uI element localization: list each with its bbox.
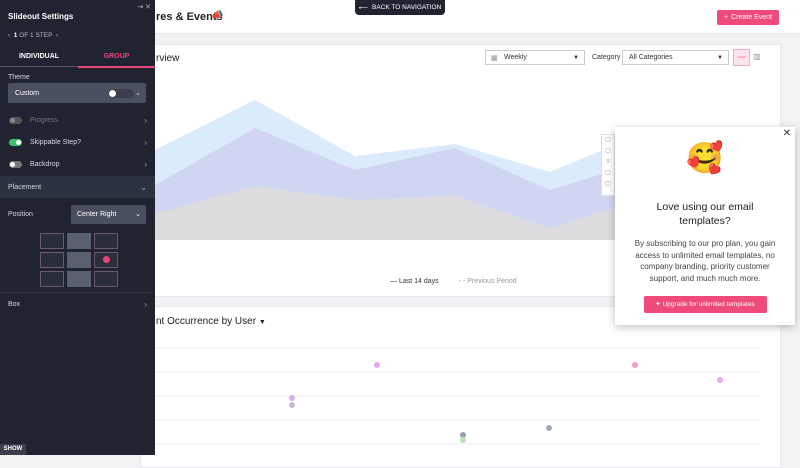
category-value: All Categories bbox=[629, 54, 673, 61]
area-front bbox=[155, 186, 615, 240]
slideout-popup: ✕ 🥰 Love using our email templates? By s… bbox=[615, 127, 795, 325]
toggle-label: Backdrop bbox=[30, 160, 60, 168]
placement-cell[interactable] bbox=[40, 271, 64, 287]
create-event-button[interactable]: + Create Event bbox=[717, 10, 779, 25]
occurrence-title-text: nt Occurrence by User bbox=[156, 316, 257, 327]
legend-label: Last 14 days bbox=[398, 278, 439, 285]
step-nav[interactable]: ‹ 1 OF 1 STEP › bbox=[8, 32, 59, 39]
create-label: Create Event bbox=[731, 14, 772, 21]
period-select[interactable]: Weekly ▼ ▦ bbox=[485, 50, 585, 65]
category-select[interactable]: All Categories ▼ bbox=[622, 50, 729, 65]
position-label: Position bbox=[8, 211, 33, 218]
chart-tools[interactable]: ▢ ▢ ≡ ▢ ▢ bbox=[601, 134, 615, 196]
toggle-row[interactable]: Progress › bbox=[0, 109, 155, 131]
legend-previous: - - Previous Period bbox=[458, 278, 517, 285]
megaphone-icon: 📣 bbox=[211, 10, 224, 21]
page-title: res & Events bbox=[156, 11, 223, 23]
theme-select[interactable]: Custom ⌄ bbox=[8, 83, 146, 103]
area-chart bbox=[155, 100, 615, 240]
theme-label: Theme bbox=[8, 74, 30, 81]
placement-cell[interactable] bbox=[67, 233, 91, 249]
placement-cell[interactable] bbox=[94, 271, 118, 287]
placement-header[interactable]: Placement ⌄ bbox=[0, 176, 155, 198]
upgrade-label: Upgrade for unlimited templates bbox=[662, 301, 755, 308]
period-value: Weekly bbox=[504, 54, 527, 61]
window-controls[interactable]: ⇥ ✕ bbox=[137, 4, 151, 11]
toggle-row[interactable]: Backdrop › bbox=[0, 153, 155, 175]
close-button[interactable]: ✕ bbox=[782, 128, 791, 139]
upgrade-button[interactable]: ✦ Upgrade for unlimited templates bbox=[643, 296, 767, 313]
bar-chart-toggle[interactable]: ▥ bbox=[753, 52, 761, 61]
position-value: Center Right bbox=[77, 211, 117, 218]
position-select[interactable]: Center Right ⌄ bbox=[71, 205, 146, 224]
box-label: Box bbox=[8, 300, 21, 308]
legend-label: Previous Period bbox=[467, 278, 517, 285]
toggle-label: Progress bbox=[30, 116, 59, 124]
box-row[interactable]: Box › bbox=[0, 292, 155, 315]
back-button[interactable]: ⟵ BACK TO NAVIGATION bbox=[355, 0, 445, 15]
category-label: Category bbox=[592, 54, 621, 61]
show-button[interactable]: SHOW bbox=[0, 444, 26, 455]
placement-cell[interactable] bbox=[94, 233, 118, 249]
popup-heading: Love using our email templates? bbox=[656, 201, 754, 227]
placement-label: Placement bbox=[8, 183, 42, 191]
placement-cell-selected[interactable] bbox=[94, 252, 118, 268]
step-current: 1 bbox=[13, 32, 18, 39]
sidebar: Slideout Settings ⇥ ✕ ‹ 1 OF 1 STEP › IN… bbox=[0, 0, 155, 455]
tab[interactable]: INDIVIDUAL bbox=[0, 48, 78, 67]
placement-cell[interactable] bbox=[67, 252, 91, 268]
sidebar-title: Slideout Settings bbox=[8, 12, 74, 21]
chart-legend: — Last 14 days - - Previous Period bbox=[390, 278, 517, 285]
step-text: OF 1 STEP bbox=[19, 32, 53, 39]
overview-title: rview bbox=[156, 53, 180, 64]
tab[interactable]: GROUP bbox=[78, 48, 155, 68]
occurrence-title: nt Occurrence by User ▼ bbox=[156, 316, 266, 327]
line-chart-toggle[interactable]: 〰 bbox=[733, 49, 750, 66]
theme-value: Custom bbox=[15, 89, 40, 97]
popup-body: By subscribing to our pro plan, you gain… bbox=[634, 239, 776, 283]
placement-cell[interactable] bbox=[40, 233, 64, 249]
placement-cell[interactable] bbox=[40, 252, 64, 268]
placement-cell[interactable] bbox=[67, 271, 91, 287]
toggle-row[interactable]: Skippable Step? › bbox=[0, 131, 155, 153]
legend-current: — Last 14 days bbox=[390, 278, 439, 285]
back-label: BACK TO NAVIGATION bbox=[372, 4, 442, 11]
emoji: 🥰 bbox=[686, 142, 724, 175]
toggle-label: Skippable Step? bbox=[30, 138, 81, 146]
scatter-chart bbox=[155, 347, 760, 445]
